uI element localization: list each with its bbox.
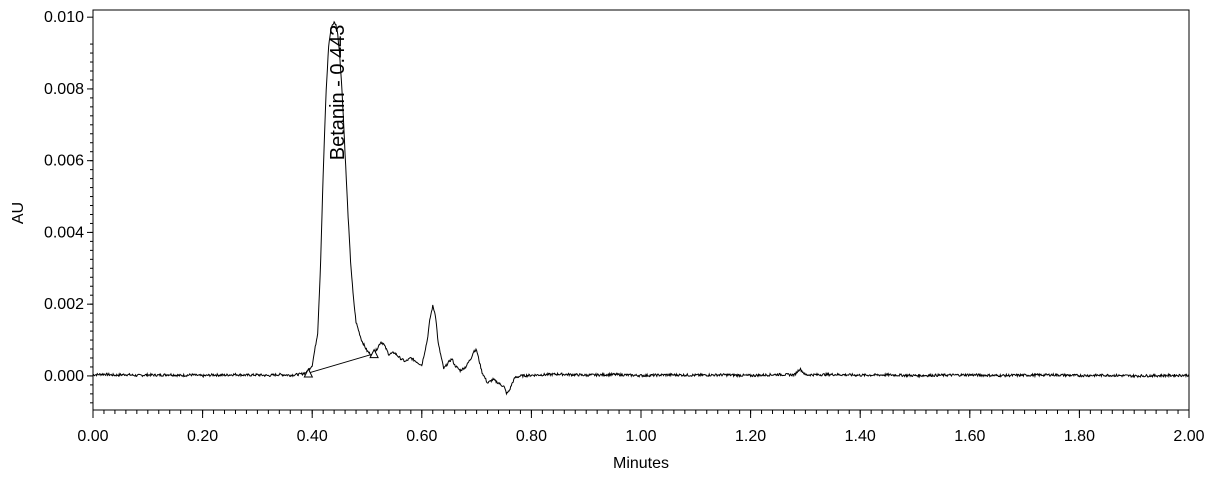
x-tick-label: 0.40 [297,428,328,445]
y-tick-label: 0.008 [44,81,84,98]
x-tick-label: 0.80 [516,428,547,445]
x-tick-label: 2.00 [1173,428,1204,445]
x-axis-label: Minutes [613,455,669,472]
x-tick-label: 0.20 [187,428,218,445]
chromatogram-trace [92,20,1190,396]
peak-annotation: Betanin - 0.443 [327,25,349,161]
y-axis-label: AU [10,202,27,224]
plot-frame [92,9,1190,411]
y-tick-label: 0.000 [44,368,84,385]
x-tick-label: 0.60 [406,428,437,445]
x-tick-label: 1.20 [735,428,766,445]
baseline-end-marker [369,348,379,359]
peak-baseline [308,353,375,374]
y-tick-label: 0.010 [44,9,84,26]
y-tick-label: 0.002 [44,296,84,313]
x-tick-label: 1.00 [625,428,656,445]
y-tick-label: 0.004 [44,224,84,241]
y-axis-ticks: 0.000 0.002 0.004 0.006 0.008 0.010 [44,9,93,404]
x-tick-label: 1.60 [954,428,985,445]
baseline-start-marker [303,367,314,378]
x-axis-ticks: 0.00 0.20 0.40 0.60 0.80 1.00 1.20 1.40 1.60 1.80… [77,410,1205,445]
y-tick-label: 0.006 [44,153,84,170]
x-tick-label: 1.80 [1064,428,1095,445]
x-tick-label: 1.40 [845,428,876,445]
x-tick-label: 0.00 [77,428,108,445]
